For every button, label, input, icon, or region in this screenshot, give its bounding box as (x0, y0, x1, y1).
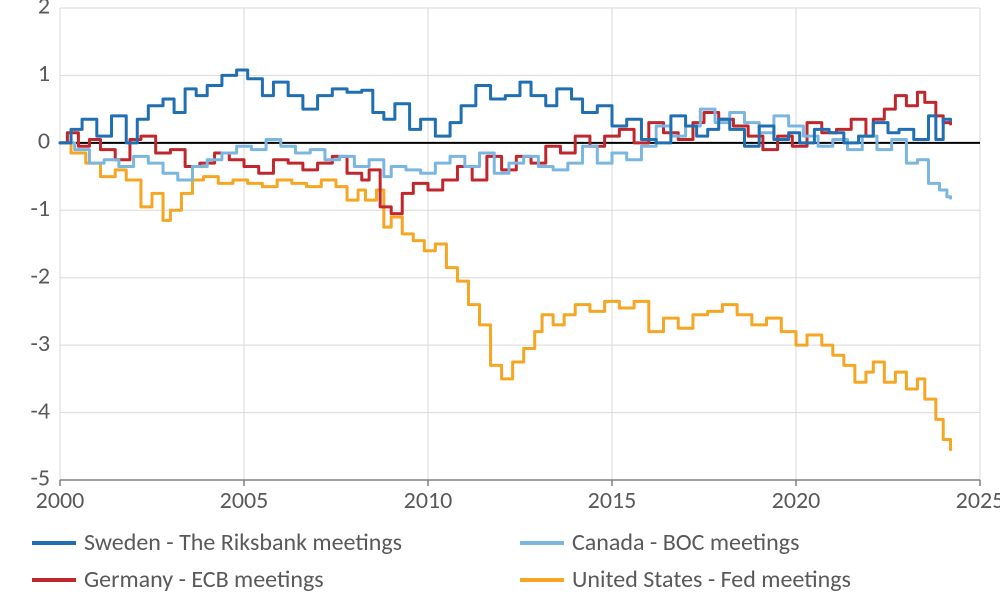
legend-item-sweden: Sweden - The Riksbank meetings (32, 528, 504, 557)
svg-text:-1: -1 (30, 194, 50, 223)
svg-text:2025: 2025 (956, 486, 1000, 515)
line-chart: -5-4-3-2-1012200020052010201520202025 (0, 0, 1000, 602)
legend-swatch (32, 541, 76, 545)
svg-text:-2: -2 (30, 261, 50, 290)
svg-text:1: 1 (38, 59, 50, 88)
svg-text:-3: -3 (30, 329, 50, 358)
svg-text:2015: 2015 (588, 486, 637, 515)
legend-label: Germany - ECB meetings (84, 565, 324, 594)
svg-text:2000: 2000 (36, 486, 85, 515)
svg-text:2010: 2010 (404, 486, 453, 515)
svg-text:0: 0 (38, 127, 50, 156)
svg-text:2020: 2020 (772, 486, 821, 515)
legend-item-germany: Germany - ECB meetings (32, 565, 504, 594)
legend-label: Canada - BOC meetings (572, 528, 799, 557)
legend-swatch (520, 578, 564, 582)
legend-label: Sweden - The Riksbank meetings (84, 528, 402, 557)
svg-text:2: 2 (38, 0, 50, 21)
svg-text:-4: -4 (30, 396, 50, 425)
legend-item-canada: Canada - BOC meetings (520, 528, 992, 557)
legend-swatch (520, 541, 564, 545)
legend-item-us: United States - Fed meetings (520, 565, 992, 594)
svg-text:2005: 2005 (220, 486, 269, 515)
legend-label: United States - Fed meetings (572, 565, 851, 594)
chart-legend: Sweden - The Riksbank meetings Canada - … (32, 528, 992, 594)
legend-swatch (32, 578, 76, 582)
